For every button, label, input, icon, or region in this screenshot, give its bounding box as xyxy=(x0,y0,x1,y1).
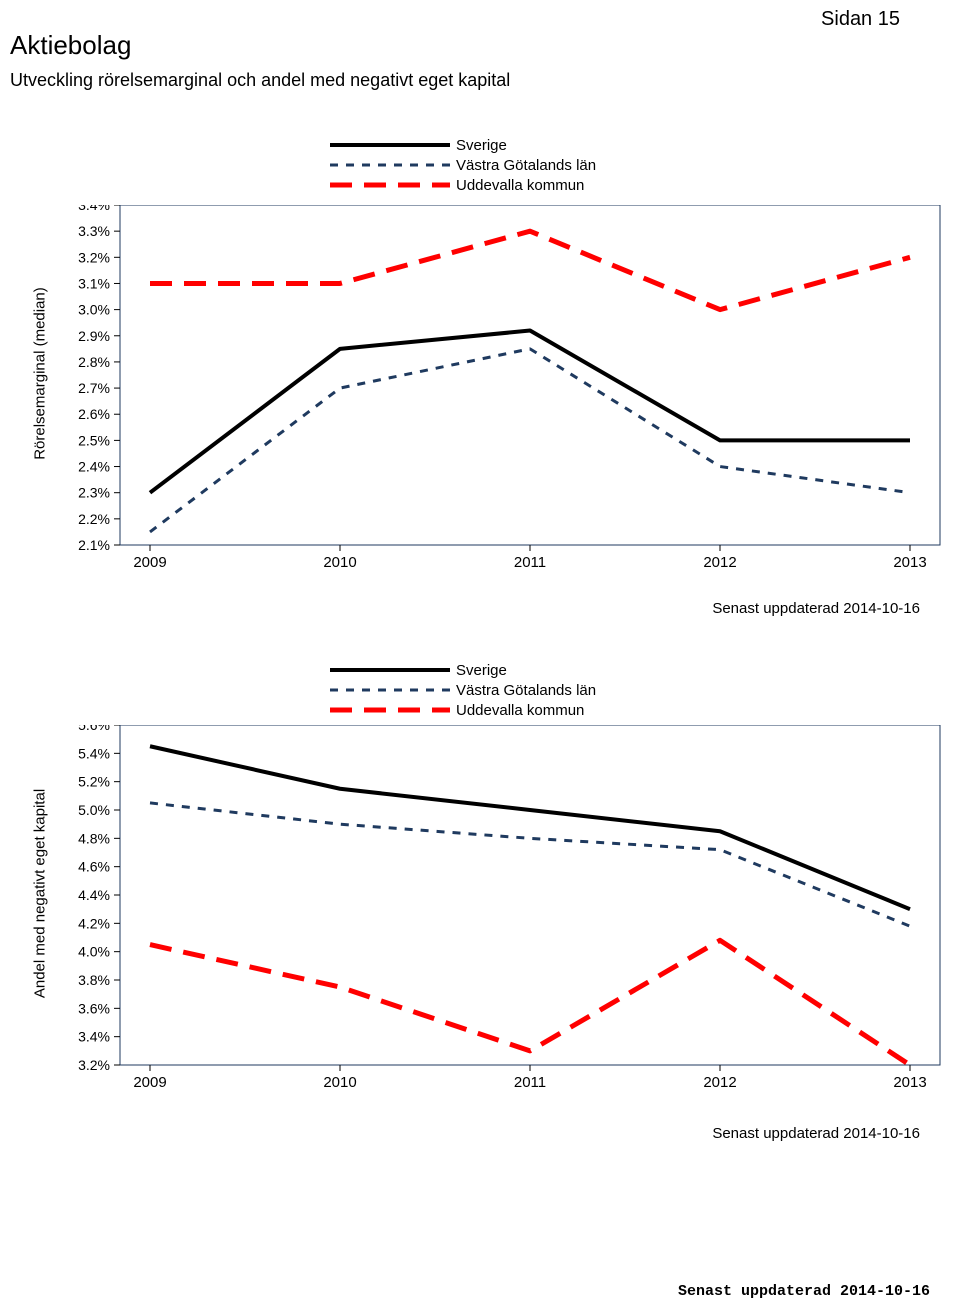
legend-label: Sverige xyxy=(450,137,507,154)
chart2-svg: 5.6% 5.4% 5.2% 5.0% 4.8% 4.6% 4.4% 4.2% 4.0% 3.8%… xyxy=(30,725,942,1105)
updated-1: Senast uppdaterad 2014-10-16 xyxy=(712,600,920,617)
updated-2: Senast uppdaterad 2014-10-16 xyxy=(712,1125,920,1142)
y-tick-label: 5.0% xyxy=(78,802,110,818)
x-tick-label: 2011 xyxy=(514,554,546,571)
y-tick-label: 3.3% xyxy=(78,223,110,239)
chart2-y-label: Andel med negativt eget kapital xyxy=(32,734,49,1054)
y-tick-label: 2.7% xyxy=(78,380,110,396)
y-tick-label: 2.5% xyxy=(78,432,110,448)
legend-bottom: Sverige Västra Götalands län Uddevalla kom… xyxy=(330,660,596,720)
legend-label: Västra Götalands län xyxy=(450,157,596,174)
legend-item: Västra Götalands län xyxy=(330,680,596,700)
chart-1: Rörelsemarginal (median) 3.4% 3.3% 3.2% 3.1… xyxy=(30,205,942,585)
x-tick-label: 2013 xyxy=(893,1074,926,1091)
y-tick-label: 5.6% xyxy=(78,725,110,733)
legend-label: Västra Götalands län xyxy=(450,682,596,699)
chart1-y-label: Rörelsemarginal (median) xyxy=(32,214,49,534)
y-tick-label: 2.8% xyxy=(78,354,110,370)
y-tick-label: 2.1% xyxy=(78,537,110,553)
x-tick-label: 2009 xyxy=(133,1074,166,1091)
legend-item: Uddevalla kommun xyxy=(330,175,596,195)
legend-line-sample xyxy=(330,660,450,680)
y-tick-label: 3.6% xyxy=(78,1000,110,1016)
y-tick-label: 3.0% xyxy=(78,302,110,318)
y-tick-label: 2.3% xyxy=(78,485,110,501)
legend-item: Uddevalla kommun xyxy=(330,700,596,720)
legend-item: Sverige xyxy=(330,660,596,680)
series-line xyxy=(150,940,910,1065)
y-tick-label: 5.2% xyxy=(78,774,110,790)
chart1-svg: 3.4% 3.3% 3.2% 3.1% 3.0% 2.9% 2.8% 2.7% 2.6% 2.5%… xyxy=(30,205,942,585)
y-tick-label: 2.9% xyxy=(78,328,110,344)
legend-top: Sverige Västra Götalands län Uddevalla kom… xyxy=(330,135,596,195)
x-tick-label: 2012 xyxy=(703,554,736,571)
legend-line-sample xyxy=(330,155,450,175)
legend-label: Uddevalla kommun xyxy=(450,702,584,719)
y-tick-label: 4.0% xyxy=(78,944,110,960)
legend-label: Uddevalla kommun xyxy=(450,177,584,194)
footer-updated: Senast uppdaterad 2014-10-16 xyxy=(678,1283,930,1300)
page-number: Sidan 15 xyxy=(821,8,900,31)
legend-item: Västra Götalands län xyxy=(330,155,596,175)
legend-line-sample xyxy=(330,175,450,195)
x-tick-label: 2012 xyxy=(703,1074,736,1091)
page-subtitle: Utveckling rörelsemarginal och andel med… xyxy=(10,70,510,91)
y-tick-label: 3.1% xyxy=(78,275,110,291)
y-tick-label: 2.6% xyxy=(78,406,110,422)
legend-line-sample xyxy=(330,680,450,700)
y-tick-label: 2.2% xyxy=(78,511,110,527)
y-tick-label: 4.4% xyxy=(78,887,110,903)
x-tick-label: 2009 xyxy=(133,554,166,571)
legend-line-sample xyxy=(330,700,450,720)
y-tick-label: 4.8% xyxy=(78,830,110,846)
chart-2: Andel med negativt eget kapital 5.6% 5.4%… xyxy=(30,725,942,1105)
legend-item: Sverige xyxy=(330,135,596,155)
y-tick-label: 5.4% xyxy=(78,745,110,761)
y-tick-label: 3.4% xyxy=(78,1029,110,1045)
y-tick-label: 3.2% xyxy=(78,249,110,265)
page-root: { "page": { "page_label": "Sidan 15", "t… xyxy=(0,0,960,1306)
page-title: Aktiebolag xyxy=(10,30,131,61)
y-tick-label: 3.4% xyxy=(78,205,110,213)
x-tick-label: 2013 xyxy=(893,554,926,571)
series-line xyxy=(150,231,910,309)
series-line xyxy=(150,746,910,909)
legend-line-sample xyxy=(330,135,450,155)
y-tick-label: 3.2% xyxy=(78,1057,110,1073)
x-tick-label: 2010 xyxy=(323,554,356,571)
x-tick-label: 2011 xyxy=(514,1074,546,1091)
y-tick-label: 4.2% xyxy=(78,915,110,931)
y-tick-label: 2.4% xyxy=(78,459,110,475)
y-tick-label: 4.6% xyxy=(78,859,110,875)
x-tick-label: 2010 xyxy=(323,1074,356,1091)
y-tick-label: 3.8% xyxy=(78,972,110,988)
series-line xyxy=(150,331,910,493)
legend-label: Sverige xyxy=(450,662,507,679)
